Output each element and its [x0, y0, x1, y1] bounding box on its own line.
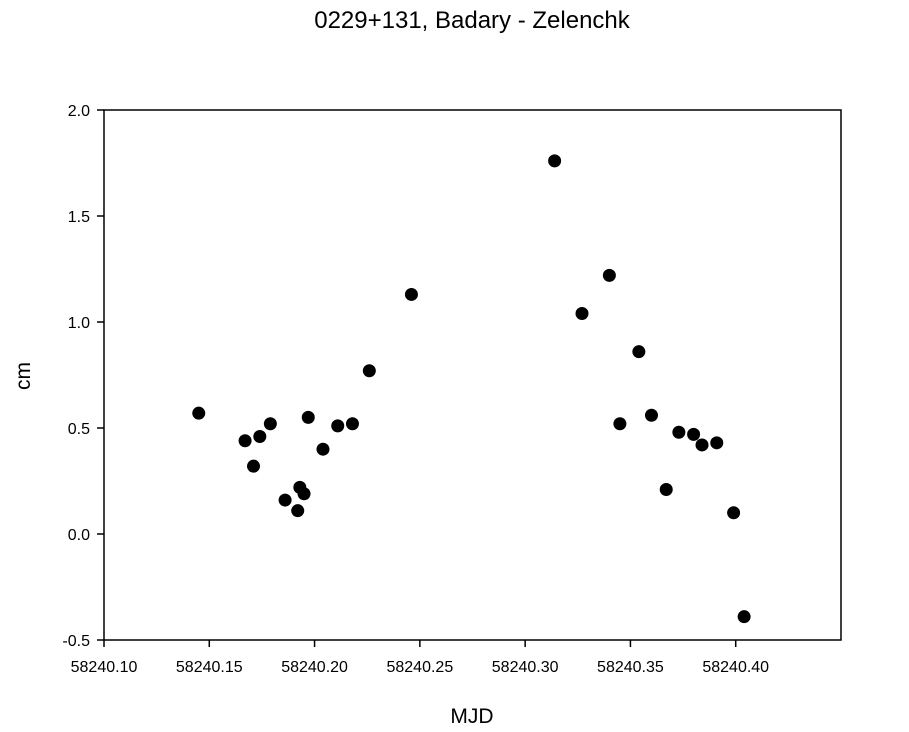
- data-point: [602, 268, 616, 282]
- x-tick-label: 58240.10: [71, 659, 138, 676]
- x-axis-label: MJD: [450, 705, 493, 728]
- data-point: [247, 459, 261, 473]
- data-point: [695, 438, 709, 452]
- x-tick-label: 58240.20: [281, 659, 348, 676]
- data-point: [331, 419, 345, 433]
- x-tick-label: 58240.15: [176, 659, 243, 676]
- data-point: [238, 434, 252, 448]
- y-tick-label: 2.0: [68, 103, 90, 120]
- data-point: [548, 154, 562, 168]
- y-tick-label: 1.0: [68, 315, 90, 332]
- data-point: [316, 442, 330, 456]
- data-point: [710, 436, 724, 450]
- x-tick-label: 58240.35: [597, 659, 664, 676]
- data-point: [192, 406, 206, 420]
- y-tick-label: -0.5: [62, 633, 90, 650]
- data-point: [613, 417, 627, 431]
- x-axis: 58240.10 58240.15 58240.20 58240.25 58240.30…: [71, 640, 769, 676]
- data-point: [301, 410, 315, 424]
- x-tick-label: 58240.25: [386, 659, 453, 676]
- data-point: [253, 429, 267, 443]
- x-tick-label: 58240.30: [492, 659, 559, 676]
- data-point: [687, 427, 701, 441]
- x-tick-label: 58240.40: [702, 659, 769, 676]
- data-point: [278, 493, 292, 507]
- data-point: [659, 482, 673, 496]
- data-point: [404, 287, 418, 301]
- data-point: [737, 610, 751, 624]
- data-point: [297, 487, 311, 501]
- y-tick-label: 0.5: [68, 421, 90, 438]
- data-point: [345, 417, 359, 431]
- y-tick-label: 0.0: [68, 527, 90, 544]
- data-point: [263, 417, 277, 431]
- chart-title: 0229+131, Badary - Zelenchk: [314, 7, 631, 34]
- data-point: [644, 408, 658, 422]
- data-point: [672, 425, 686, 439]
- data-point: [291, 504, 305, 518]
- y-tick-label: 1.5: [68, 209, 90, 226]
- data-point: [575, 307, 589, 321]
- data-point: [727, 506, 741, 520]
- y-axis: -0.5 0.0 0.5 1.0 1.5 2.0: [62, 103, 104, 650]
- y-axis-label: cm: [12, 362, 35, 390]
- plot-area: [103, 109, 842, 641]
- data-points: [192, 154, 751, 624]
- data-point: [362, 364, 376, 378]
- data-point: [632, 345, 646, 359]
